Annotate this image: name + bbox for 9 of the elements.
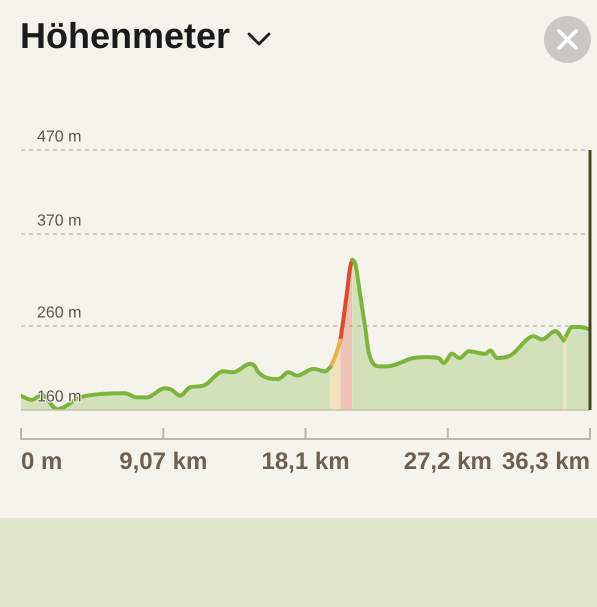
x-tick-label: 18,1 km xyxy=(261,448,350,476)
x-tick-label: 36,3 km xyxy=(502,448,590,476)
x-tick-label: 0 m xyxy=(21,448,62,476)
y-tick-label: 470 m xyxy=(37,128,82,146)
x-tick-label: 9,07 km xyxy=(119,448,208,476)
y-tick-label: 370 m xyxy=(37,212,82,230)
y-tick-label: 260 m xyxy=(37,304,82,322)
chart-title: Höhenmeter xyxy=(20,15,230,56)
x-tick-label: 27,2 km xyxy=(404,448,492,476)
